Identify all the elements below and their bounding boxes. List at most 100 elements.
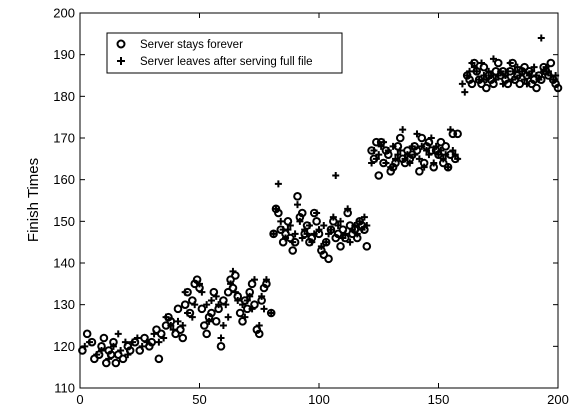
x-tick-label: 100 (308, 392, 330, 407)
point-series-1 (324, 254, 333, 264)
point-series-2 (375, 151, 383, 159)
point-series-1 (154, 354, 164, 364)
point-series-2 (449, 147, 457, 154)
point-series-2 (98, 347, 106, 354)
point-series-2 (339, 234, 347, 242)
point-series-2 (174, 317, 182, 325)
point-series-2 (470, 63, 478, 71)
point-series-2 (313, 209, 321, 217)
point-series-2 (389, 142, 397, 150)
point-series-2 (420, 163, 428, 171)
point-series-2 (513, 63, 521, 71)
point-series-2 (446, 126, 454, 134)
legend-box (106, 32, 343, 74)
point-series-2 (466, 67, 474, 75)
point-series-2 (155, 338, 163, 346)
point-series-2 (504, 67, 512, 75)
point-series-2 (272, 205, 280, 213)
point-series-2 (86, 338, 94, 346)
point-series-2 (463, 72, 471, 79)
point-series-2 (509, 76, 517, 84)
point-series-2 (387, 163, 395, 171)
point-series-2 (487, 72, 495, 79)
point-series-2 (442, 151, 450, 159)
point-series-1 (207, 308, 216, 318)
point-series-2 (267, 309, 275, 317)
point-series-2 (552, 72, 560, 79)
point-series-2 (461, 88, 469, 96)
point-series-2 (468, 59, 476, 67)
point-series-2 (133, 334, 141, 342)
point-series-2 (523, 80, 531, 88)
legend-label-series-2: Server leaves after serving full file (140, 56, 313, 68)
data-points (78, 34, 563, 368)
point-series-2 (303, 230, 311, 238)
point-series-2 (418, 142, 426, 150)
point-series-2 (525, 72, 533, 79)
point-series-2 (179, 322, 187, 329)
point-series-1 (111, 358, 121, 368)
point-series-2 (489, 55, 497, 63)
point-series-2 (511, 67, 519, 75)
point-series-2 (353, 230, 361, 238)
point-series-2 (320, 222, 328, 229)
point-series-2 (516, 72, 524, 79)
point-series-2 (406, 159, 414, 167)
y-tick-label: 180 (53, 89, 75, 104)
point-series-2 (114, 330, 122, 338)
point-series-2 (427, 134, 435, 142)
point-series-1 (235, 308, 245, 318)
point-series-2 (181, 288, 189, 296)
point-series-1 (118, 354, 128, 364)
point-series-2 (298, 234, 306, 242)
point-series-1 (515, 79, 525, 89)
y-tick-label: 170 (53, 131, 75, 146)
point-series-2 (315, 226, 323, 234)
point-series-2 (451, 151, 459, 159)
point-series-2 (478, 59, 486, 67)
point-series-1 (482, 83, 491, 93)
legend: Server stays forever Server leaves after… (106, 32, 343, 74)
point-series-2 (286, 222, 294, 229)
point-series-2 (360, 213, 368, 221)
point-series-2 (497, 67, 505, 75)
point-series-2 (475, 76, 483, 84)
y-tick-label: 140 (53, 256, 75, 271)
point-series-2 (167, 322, 175, 329)
point-series-2 (368, 159, 376, 167)
point-series-2 (138, 342, 146, 350)
point-series-2 (205, 317, 213, 325)
point-series-1 (553, 83, 563, 93)
point-series-2 (207, 297, 215, 304)
point-series-2 (358, 226, 366, 234)
point-series-2 (337, 217, 345, 225)
point-series-2 (521, 76, 529, 84)
point-series-2 (370, 147, 378, 154)
point-series-1 (312, 217, 321, 226)
point-series-2 (160, 334, 168, 342)
point-series-1 (297, 208, 307, 218)
point-series-1 (336, 242, 345, 251)
point-series-2 (482, 76, 490, 84)
point-series-1 (180, 300, 190, 309)
point-series-2 (282, 234, 290, 242)
point-series-2 (301, 226, 309, 234)
legend-marker-plus (117, 57, 125, 65)
point-series-1 (436, 137, 446, 147)
point-series-2 (277, 217, 285, 225)
point-series-2 (413, 130, 421, 138)
point-series-2 (250, 276, 258, 284)
point-series-2 (305, 222, 313, 229)
point-series-1 (319, 250, 329, 259)
point-series-1 (173, 304, 183, 314)
point-series-1 (254, 329, 264, 339)
point-series-2 (444, 163, 452, 171)
point-series-2 (351, 222, 359, 229)
point-series-1 (333, 229, 343, 239)
y-tick-label: 110 (54, 381, 75, 396)
point-series-2 (184, 309, 192, 317)
point-series-2 (188, 313, 196, 321)
point-series-2 (394, 151, 402, 159)
point-series-1 (546, 58, 556, 68)
point-series-2 (372, 155, 380, 163)
